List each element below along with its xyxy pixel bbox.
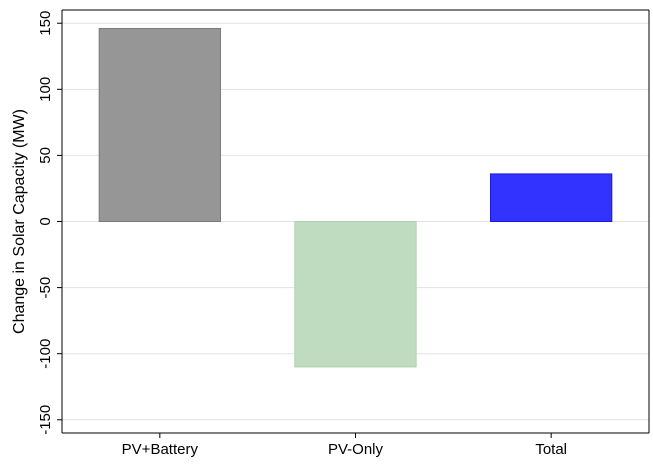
y-axis-label: Change in Solar Capacity (MW): [11, 109, 28, 334]
x-tick-label: PV-Only: [328, 441, 384, 458]
x-tick-label: PV+Battery: [122, 441, 199, 458]
y-tick-label: -100: [37, 339, 54, 369]
bar-pv-battery: [98, 28, 221, 222]
x-tick-labels: PV+Battery PV-Only Total: [122, 441, 567, 458]
bar-total: [490, 173, 613, 223]
y-tick-label: 0: [37, 217, 54, 225]
bars: [98, 28, 613, 368]
y-tick-labels: -150 -100 -50 0 50 100 150: [37, 11, 54, 435]
x-tick-label: Total: [535, 441, 567, 458]
y-tick-label: -150: [37, 405, 54, 435]
axes: [57, 9, 650, 438]
y-tick-label: 150: [37, 11, 54, 36]
bar-pv-only: [294, 221, 417, 368]
y-tick-label: 50: [37, 147, 54, 164]
y-tick-label: 100: [37, 77, 54, 102]
y-tick-label: -50: [37, 277, 54, 299]
